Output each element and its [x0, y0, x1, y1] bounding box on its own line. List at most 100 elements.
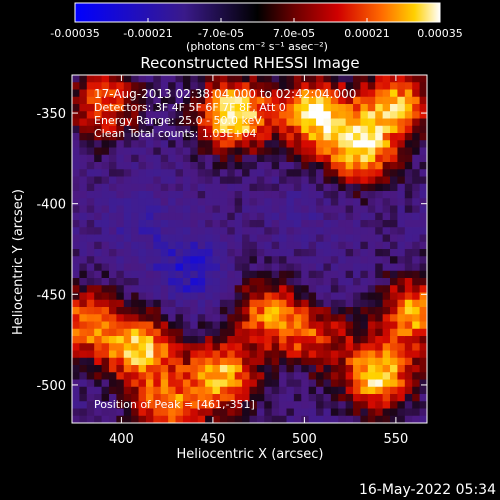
heatmap-cell: [293, 104, 302, 112]
heatmap-cell: [242, 415, 251, 423]
heatmap-cell: [271, 249, 280, 257]
heatmap-cell: [116, 321, 125, 330]
heatmap-cell: [153, 176, 162, 185]
heatmap-cell: [360, 394, 369, 402]
heatmap-cell: [323, 292, 332, 301]
heatmap-cell: [116, 154, 125, 163]
heatmap-cell: [108, 365, 117, 373]
heatmap-cell: [390, 220, 399, 228]
heatmap-cell: [264, 169, 273, 178]
heatmap-cell: [345, 379, 354, 388]
heatmap-cell: [86, 314, 95, 323]
heatmap-cell: [101, 162, 110, 170]
heatmap-cell: [308, 350, 317, 359]
heatmap-cell: [256, 227, 265, 236]
heatmap-cell: [360, 220, 369, 228]
heatmap-cell: [72, 89, 80, 98]
heatmap-cell: [301, 125, 310, 134]
heatmap-cell: [160, 386, 169, 395]
heatmap-cell: [79, 321, 88, 330]
heatmap-cell: [101, 212, 110, 221]
heatmap-cell: [316, 256, 325, 265]
heatmap-cell: [234, 125, 243, 134]
heatmap-cell: [197, 198, 206, 207]
heatmap-cell: [353, 212, 362, 221]
heatmap-cell: [160, 241, 169, 250]
heatmap-cell: [390, 183, 399, 192]
heatmap-cell: [116, 183, 125, 192]
heatmap-cell: [316, 140, 325, 149]
heatmap-cell: [375, 176, 384, 185]
heatmap-cell: [293, 292, 302, 301]
heatmap-cell: [249, 336, 258, 344]
heatmap-cell: [249, 314, 258, 323]
heatmap-cell: [205, 198, 214, 207]
heatmap-cell: [404, 270, 413, 279]
heatmap-cell: [131, 285, 140, 294]
heatmap-cell: [316, 278, 325, 286]
heatmap-cell: [227, 415, 236, 423]
heatmap-cell: [271, 176, 280, 185]
heatmap-cell: [353, 169, 362, 178]
heatmap-cell: [197, 191, 206, 199]
heatmap-cell: [397, 111, 406, 120]
heatmap-cell: [219, 147, 228, 156]
heatmap-cell: [293, 111, 302, 120]
heatmap-cell: [72, 256, 80, 265]
heatmap-cell: [308, 154, 317, 163]
heatmap-cell: [138, 75, 147, 83]
heatmap-cell: [256, 357, 265, 366]
heatmap-cell: [249, 270, 258, 279]
heatmap-cell: [234, 365, 243, 373]
heatmap-cell: [404, 89, 413, 98]
heatmap-cell: [219, 220, 228, 228]
heatmap-cell: [227, 307, 236, 315]
x-tick-label: 400: [109, 432, 134, 447]
heatmap-cell: [79, 212, 88, 221]
heatmap-cell: [412, 343, 421, 352]
heatmap-cell: [153, 125, 162, 134]
heatmap-cell: [271, 147, 280, 156]
heatmap-cell: [79, 227, 88, 236]
heatmap-cell: [219, 408, 228, 417]
heatmap-cell: [168, 191, 177, 199]
heatmap-cell: [219, 350, 228, 359]
heatmap-cell: [153, 191, 162, 199]
heatmap-cell: [404, 379, 413, 388]
heatmap-cell: [116, 357, 125, 366]
heatmap-cell: [390, 321, 399, 330]
heatmap-cell: [404, 125, 413, 134]
heatmap-cell: [145, 270, 154, 279]
heatmap-cell: [101, 379, 110, 388]
heatmap-cell: [101, 321, 110, 330]
heatmap-cell: [101, 96, 110, 105]
heatmap-cell: [271, 394, 280, 402]
heatmap-cell: [123, 336, 132, 344]
heatmap-cell: [367, 220, 376, 228]
heatmap-cell: [182, 89, 191, 98]
heatmap-cell: [360, 176, 369, 185]
heatmap-cell: [94, 343, 103, 352]
heatmap-cell: [264, 328, 273, 337]
heatmap-cell: [353, 307, 362, 315]
heatmap-cell: [86, 227, 95, 236]
heatmap-cell: [123, 125, 132, 134]
heatmap-cell: [168, 118, 177, 127]
heatmap-cell: [256, 307, 265, 315]
heatmap-cell: [205, 401, 214, 410]
heatmap-cell: [227, 321, 236, 330]
heatmap-cell: [308, 394, 317, 402]
heatmap-cell: [168, 350, 177, 359]
heatmap-cell: [256, 321, 265, 330]
heatmap-cell: [375, 372, 384, 381]
heatmap-cell: [116, 104, 125, 112]
heatmap-cell: [367, 227, 376, 236]
heatmap-cell: [264, 415, 273, 423]
heatmap-cell: [419, 350, 427, 359]
heatmap-cell: [308, 140, 317, 149]
heatmap-cell: [234, 205, 243, 214]
heatmap-cell: [264, 350, 273, 359]
heatmap-cell: [168, 357, 177, 366]
heatmap-cell: [382, 154, 391, 163]
heatmap-cell: [145, 205, 154, 214]
